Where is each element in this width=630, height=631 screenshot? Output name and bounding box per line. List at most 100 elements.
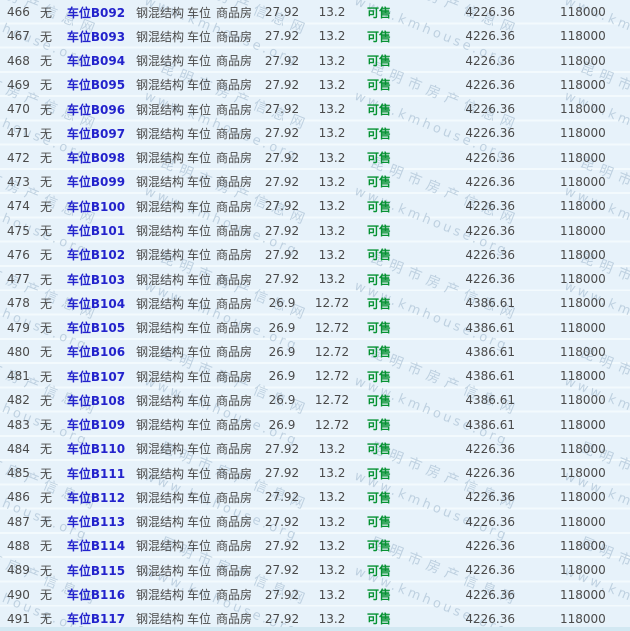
inner-area-cell: 13.2 <box>318 514 346 529</box>
inner-area-cell: 13.2 <box>318 441 346 456</box>
parking-link[interactable]: 车位B113 <box>66 515 126 530</box>
building-cell: 无 <box>39 272 52 287</box>
structure-cell: 钢混结构 <box>135 418 184 433</box>
total-price-cell: 118000 <box>560 344 606 359</box>
table-row: 488 无 车位B114 钢混结构 车位 商品房 27.92 13.2 可售 4… <box>0 534 630 558</box>
build-area-cell: 27.92 <box>264 514 300 529</box>
structure-cell: 钢混结构 <box>135 126 184 141</box>
parking-link[interactable]: 车位B114 <box>66 539 126 554</box>
usage-cell: 车位 <box>186 442 211 457</box>
seq-cell: 483 <box>7 417 30 432</box>
sale-status-cell: 可售 <box>366 296 391 311</box>
parking-link[interactable]: 车位B099 <box>66 175 126 190</box>
usage-cell: 车位 <box>186 612 211 627</box>
parking-link[interactable]: 车位B097 <box>66 126 126 141</box>
building-cell: 无 <box>39 151 52 166</box>
structure-cell: 钢混结构 <box>135 490 184 505</box>
property-type-cell: 商品房 <box>215 345 252 360</box>
parking-link[interactable]: 车位B111 <box>66 466 126 481</box>
property-type-cell: 商品房 <box>215 369 252 384</box>
build-area-cell: 27.92 <box>264 466 300 481</box>
table-row: 486 无 车位B112 钢混结构 车位 商品房 27.92 13.2 可售 4… <box>0 485 630 509</box>
inner-area-cell: 13.2 <box>318 5 346 20</box>
parking-link[interactable]: 车位B115 <box>66 563 126 578</box>
parking-link[interactable]: 车位B108 <box>66 393 126 408</box>
property-type-cell: 商品房 <box>215 29 252 44</box>
seq-cell: 469 <box>7 77 30 92</box>
table-row: 489 无 车位B115 钢混结构 车位 商品房 27.92 13.2 可售 4… <box>0 558 630 582</box>
total-price-cell: 118000 <box>560 563 606 578</box>
inner-area-cell: 13.2 <box>318 77 346 92</box>
parking-link[interactable]: 车位B105 <box>66 321 126 336</box>
building-cell: 无 <box>39 5 52 20</box>
parking-link[interactable]: 车位B092 <box>66 5 126 20</box>
parking-link[interactable]: 车位B101 <box>66 224 126 239</box>
total-price-cell: 118000 <box>560 102 606 117</box>
unit-price-cell: 4386.61 <box>465 417 515 432</box>
building-cell: 无 <box>39 515 52 530</box>
structure-cell: 钢混结构 <box>135 515 184 530</box>
seq-cell: 475 <box>7 223 30 238</box>
parking-link[interactable]: 车位B095 <box>66 78 126 93</box>
table-row: 481 无 车位B107 钢混结构 车位 商品房 26.9 12.72 可售 4… <box>0 364 630 388</box>
seq-cell: 479 <box>7 320 30 335</box>
parking-link[interactable]: 车位B103 <box>66 272 126 287</box>
building-cell: 无 <box>39 102 52 117</box>
building-cell: 无 <box>39 539 52 554</box>
sale-status-cell: 可售 <box>366 345 391 360</box>
property-type-cell: 商品房 <box>215 588 252 602</box>
build-area-cell: 27.92 <box>264 174 300 189</box>
parking-link[interactable]: 车位B106 <box>66 345 126 360</box>
parking-link[interactable]: 车位B094 <box>66 54 126 69</box>
seq-cell: 481 <box>7 369 30 384</box>
sale-status-cell: 可售 <box>366 490 391 505</box>
table-row: 475 无 车位B101 钢混结构 车位 商品房 27.92 13.2 可售 4… <box>0 218 630 242</box>
parking-link[interactable]: 车位B116 <box>66 588 126 602</box>
parking-link[interactable]: 车位B117 <box>66 612 126 627</box>
structure-cell: 钢混结构 <box>135 54 184 69</box>
usage-cell: 车位 <box>186 224 211 239</box>
property-type-cell: 商品房 <box>215 442 252 457</box>
parking-link[interactable]: 车位B100 <box>66 199 126 214</box>
sale-status-cell: 可售 <box>366 612 391 627</box>
sale-status-cell: 可售 <box>366 393 391 408</box>
total-price-cell: 118000 <box>560 514 606 529</box>
seq-cell: 478 <box>7 296 30 311</box>
build-area-cell: 26.9 <box>268 296 296 311</box>
structure-cell: 钢混结构 <box>135 563 184 578</box>
sale-status-cell: 可售 <box>366 29 391 44</box>
total-price-cell: 118000 <box>560 490 606 505</box>
inner-area-cell: 13.2 <box>318 466 346 481</box>
sale-status-cell: 可售 <box>366 5 391 20</box>
table-row: 477 无 车位B103 钢混结构 车位 商品房 27.92 13.2 可售 4… <box>0 267 630 291</box>
parking-link[interactable]: 车位B098 <box>66 151 126 166</box>
usage-cell: 车位 <box>186 5 211 20</box>
property-type-cell: 商品房 <box>215 418 252 433</box>
structure-cell: 钢混结构 <box>135 393 184 408</box>
seq-cell: 473 <box>7 174 30 189</box>
inner-area-cell: 12.72 <box>314 296 350 311</box>
structure-cell: 钢混结构 <box>135 248 184 263</box>
structure-cell: 钢混结构 <box>135 321 184 336</box>
usage-cell: 车位 <box>186 515 211 530</box>
build-area-cell: 27.92 <box>264 490 300 505</box>
structure-cell: 钢混结构 <box>135 612 184 627</box>
property-type-cell: 商品房 <box>215 272 252 287</box>
sale-status-cell: 可售 <box>366 515 391 530</box>
parking-link[interactable]: 车位B109 <box>66 418 126 433</box>
property-type-cell: 商品房 <box>215 466 252 481</box>
parking-link[interactable]: 车位B110 <box>66 442 126 457</box>
parking-link[interactable]: 车位B107 <box>66 369 126 384</box>
building-cell: 无 <box>39 248 52 263</box>
parking-link[interactable]: 车位B104 <box>66 296 126 311</box>
parking-link[interactable]: 车位B093 <box>66 29 126 44</box>
build-area-cell: 26.9 <box>268 417 296 432</box>
parking-link[interactable]: 车位B102 <box>66 248 126 263</box>
sale-status-cell: 可售 <box>366 151 391 166</box>
parking-link[interactable]: 车位B112 <box>66 490 126 505</box>
usage-cell: 车位 <box>186 248 211 263</box>
unit-price-cell: 4386.61 <box>465 393 515 408</box>
parking-link[interactable]: 车位B096 <box>66 102 126 117</box>
table-row: 483 无 车位B109 钢混结构 车位 商品房 26.9 12.72 可售 4… <box>0 413 630 437</box>
seq-cell: 467 <box>7 29 30 44</box>
